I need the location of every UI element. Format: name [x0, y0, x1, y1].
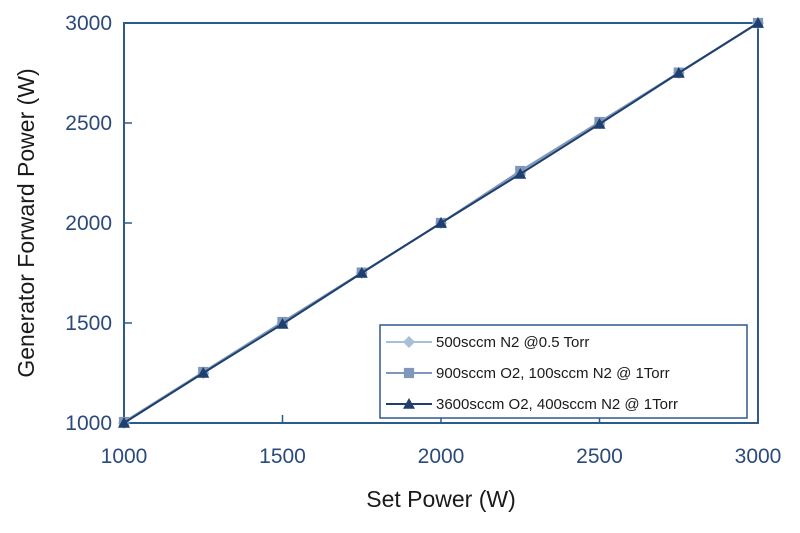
series-3 [118, 17, 764, 428]
x-axis-ticks: 1000 1500 2000 2500 3000 [101, 415, 782, 468]
y-tick-label: 3000 [65, 12, 112, 35]
data-point-triangle [514, 168, 527, 179]
legend-item: 3600sccm O2, 400sccm N2 @ 1Torr [386, 396, 678, 413]
legend: 500sccm N2 @0.5 Torr 900sccm O2, 100sccm … [379, 324, 748, 419]
x-axis-title: Set Power (W) [366, 486, 516, 512]
data-point-triangle [752, 17, 764, 28]
x-tick-label: 1500 [259, 445, 306, 468]
y-tick-label: 2500 [65, 112, 112, 135]
data-point-triangle [118, 417, 130, 428]
data-point-triangle [403, 398, 415, 409]
data-point-diamond [403, 336, 415, 348]
legend-item: 900sccm O2, 100sccm N2 @ 1Torr [386, 365, 670, 382]
y-axis-title: Generator Forward Power (W) [13, 68, 39, 377]
y-axis-ticks: 1000 1500 2000 2500 3000 [65, 12, 132, 435]
data-point-triangle [355, 267, 368, 278]
y-tick-label: 2000 [65, 212, 112, 235]
legend-box [379, 324, 748, 419]
series-layer [118, 17, 764, 429]
legend-label: 900sccm O2, 100sccm N2 @ 1Torr [436, 365, 670, 382]
legend-item: 500sccm N2 @0.5 Torr [386, 334, 589, 351]
data-point-triangle [197, 367, 210, 378]
x-tick-label: 2000 [418, 445, 465, 468]
x-tick-label: 3000 [735, 445, 782, 468]
data-point-triangle [276, 318, 289, 329]
data-point-square [403, 367, 415, 379]
data-point-triangle [593, 118, 606, 129]
data-point-triangle [435, 217, 447, 228]
y-tick-label: 1500 [65, 312, 112, 335]
x-tick-label: 2500 [576, 445, 623, 468]
data-point-triangle [672, 67, 685, 78]
y-tick-label: 1000 [65, 412, 112, 435]
legend-label: 3600sccm O2, 400sccm N2 @ 1Torr [436, 396, 678, 413]
legend-label: 500sccm N2 @0.5 Torr [436, 334, 589, 351]
x-tick-label: 1000 [101, 445, 148, 468]
